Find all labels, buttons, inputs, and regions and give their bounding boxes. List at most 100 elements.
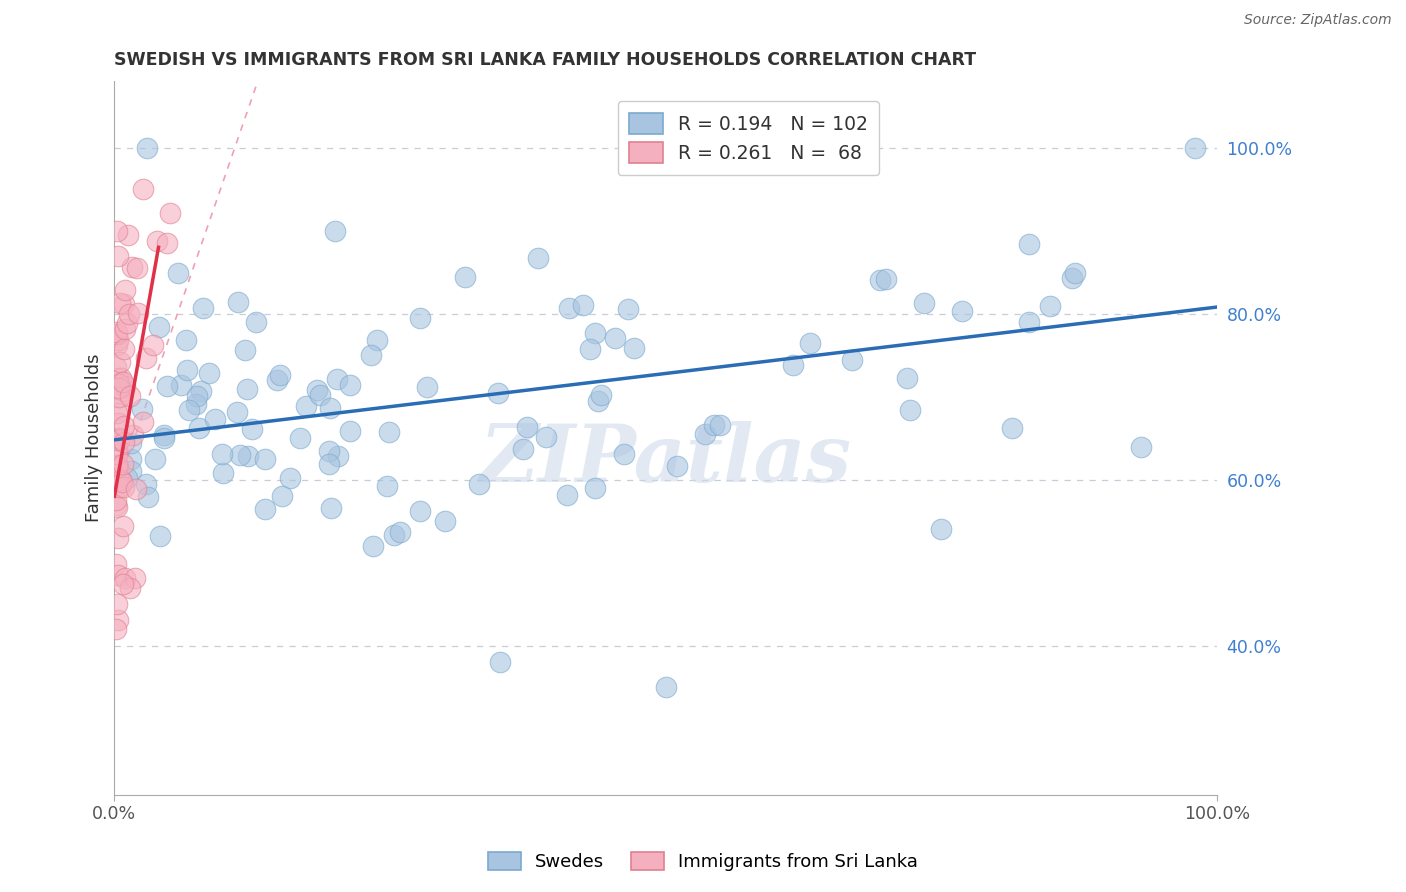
- Point: [198, 367, 221, 381]
- Point: [104, 493, 127, 508]
- Point: [105, 338, 128, 352]
- Point: [108, 432, 131, 446]
- Point: [294, 399, 316, 413]
- Point: [1184, 141, 1206, 155]
- Point: [693, 427, 716, 442]
- Point: [107, 370, 129, 384]
- Point: [319, 401, 342, 415]
- Point: [703, 417, 725, 432]
- Point: [468, 476, 491, 491]
- Point: [434, 514, 457, 528]
- Point: [108, 390, 131, 404]
- Point: [378, 425, 401, 440]
- Point: [323, 224, 346, 238]
- Point: [104, 460, 127, 475]
- Point: [187, 421, 209, 435]
- Point: [111, 518, 134, 533]
- Point: [534, 430, 557, 444]
- Point: [117, 316, 139, 330]
- Point: [1018, 314, 1040, 328]
- Point: [117, 228, 139, 243]
- Point: [107, 567, 129, 582]
- Point: [135, 476, 157, 491]
- Point: [617, 301, 640, 316]
- Point: [155, 236, 177, 251]
- Point: [153, 427, 176, 442]
- Point: [148, 319, 170, 334]
- Point: [186, 388, 208, 402]
- Point: [105, 326, 128, 341]
- Point: [111, 375, 134, 389]
- Point: [105, 325, 128, 339]
- Point: [107, 458, 129, 473]
- Point: [572, 298, 595, 312]
- Point: [613, 447, 636, 461]
- Point: [240, 422, 263, 436]
- Point: [104, 360, 127, 375]
- Point: [557, 301, 579, 315]
- Point: [149, 529, 172, 543]
- Point: [326, 450, 349, 464]
- Point: [912, 295, 935, 310]
- Point: [799, 335, 821, 350]
- Point: [143, 452, 166, 467]
- Point: [236, 382, 259, 396]
- Point: [120, 452, 142, 467]
- Point: [114, 379, 136, 393]
- Point: [112, 342, 135, 356]
- Point: [112, 576, 135, 591]
- Point: [104, 558, 127, 572]
- Point: [110, 371, 132, 385]
- Point: [105, 442, 128, 457]
- Point: [111, 384, 134, 399]
- Y-axis label: Family Households: Family Households: [86, 354, 103, 523]
- Point: [489, 655, 512, 669]
- Point: [184, 397, 207, 411]
- Point: [170, 377, 193, 392]
- Point: [269, 368, 291, 382]
- Point: [111, 475, 134, 489]
- Point: [107, 531, 129, 545]
- Point: [120, 436, 142, 450]
- Point: [254, 501, 277, 516]
- Point: [1130, 440, 1153, 454]
- Point: [104, 622, 127, 636]
- Point: [107, 470, 129, 484]
- Point: [114, 571, 136, 585]
- Point: [321, 501, 343, 516]
- Point: [555, 488, 578, 502]
- Point: [409, 504, 432, 518]
- Point: [623, 341, 645, 355]
- Point: [226, 294, 249, 309]
- Point: [105, 597, 128, 611]
- Point: [236, 449, 259, 463]
- Point: [107, 434, 129, 448]
- Point: [105, 406, 128, 420]
- Point: [454, 269, 477, 284]
- Point: [146, 235, 169, 249]
- Legend: R = 0.194   N = 102, R = 0.261   N =  68: R = 0.194 N = 102, R = 0.261 N = 68: [617, 102, 879, 175]
- Point: [177, 402, 200, 417]
- Point: [166, 266, 188, 280]
- Point: [132, 415, 155, 429]
- Point: [114, 297, 136, 311]
- Legend: Swedes, Immigrants from Sri Lanka: Swedes, Immigrants from Sri Lanka: [481, 845, 925, 879]
- Point: [709, 417, 731, 432]
- Point: [654, 680, 676, 694]
- Point: [107, 381, 129, 395]
- Point: [896, 371, 918, 385]
- Point: [512, 442, 534, 456]
- Point: [583, 326, 606, 340]
- Point: [112, 434, 135, 449]
- Point: [107, 431, 129, 445]
- Point: [117, 471, 139, 485]
- Point: [108, 377, 131, 392]
- Point: [110, 473, 132, 487]
- Point: [1018, 236, 1040, 251]
- Text: SWEDISH VS IMMIGRANTS FROM SRI LANKA FAMILY HOUSEHOLDS CORRELATION CHART: SWEDISH VS IMMIGRANTS FROM SRI LANKA FAM…: [114, 51, 977, 69]
- Point: [415, 380, 437, 394]
- Point: [586, 393, 609, 408]
- Point: [191, 301, 214, 315]
- Point: [107, 416, 129, 430]
- Point: [105, 458, 128, 473]
